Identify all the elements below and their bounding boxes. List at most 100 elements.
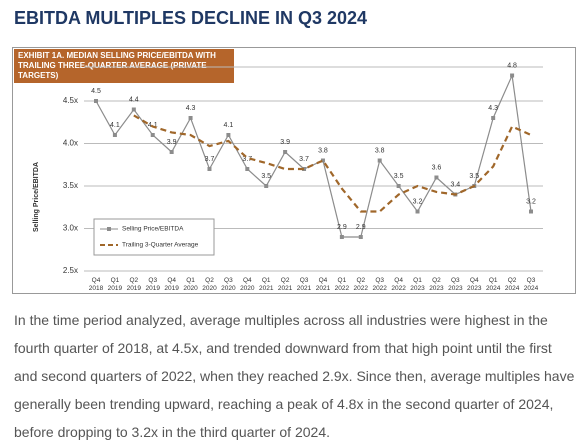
y-tick-label: 3.5x xyxy=(63,181,78,190)
x-tick-label: Q3 2020 xyxy=(221,277,236,292)
x-tick-label: Q4 2018 xyxy=(89,277,104,292)
point xyxy=(510,73,515,78)
x-tick-label-part: 2020 xyxy=(221,285,236,292)
x-tick-label-part: 2021 xyxy=(316,285,331,292)
data-label: 3.7 xyxy=(242,156,252,163)
point xyxy=(415,209,420,214)
data-label: 3.8 xyxy=(318,147,328,154)
x-tick-label: Q4 2019 xyxy=(164,277,179,292)
data-label: 3.9 xyxy=(167,139,177,146)
point xyxy=(131,107,136,112)
x-tick-label-part: 2023 xyxy=(448,285,463,292)
x-tick-label-part: Q4 xyxy=(92,277,101,284)
x-tick-label: Q4 2023 xyxy=(467,277,482,292)
x-tick-label-part: 2023 xyxy=(410,285,425,292)
data-label: 4.1 xyxy=(110,122,120,129)
x-tick-label-part: 2019 xyxy=(146,285,161,292)
x-tick-label-part: 2021 xyxy=(259,285,274,292)
x-tick-label-part: 2020 xyxy=(183,285,198,292)
x-tick-label: Q2 2022 xyxy=(354,277,369,292)
y-axis-label: Selling Price/EBITDA xyxy=(33,162,40,232)
point xyxy=(150,133,155,137)
x-tick-label-part: Q2 xyxy=(129,277,138,284)
point xyxy=(396,184,401,188)
x-tick-label-part: Q2 xyxy=(205,277,214,284)
x-tick-label-part: Q2 xyxy=(281,277,290,284)
x-tick-label-part: Q3 xyxy=(451,277,460,284)
series-line xyxy=(95,73,532,238)
paragraph: In the time period analyzed, average mul… xyxy=(14,312,575,440)
x-tick-label-part: 2022 xyxy=(372,285,387,292)
x-tick-label-part: Q3 xyxy=(148,277,157,284)
x-tick-label-part: 2018 xyxy=(89,285,104,292)
x-tick-label-part: Q4 xyxy=(394,277,403,284)
x-tick-label-part: 2024 xyxy=(524,285,539,292)
data-label: 3.2 xyxy=(413,198,423,205)
x-tick-label-part: Q2 xyxy=(508,277,517,284)
exhibit-band xyxy=(14,49,234,83)
legend-box xyxy=(93,218,215,256)
y-tick-label: 4.5x xyxy=(63,96,78,105)
x-tick-label: Q4 2022 xyxy=(391,277,406,292)
data-label: 3.6 xyxy=(432,164,442,171)
point xyxy=(226,133,231,137)
x-tick-label-part: Q4 xyxy=(470,277,479,284)
data-label: 4.1 xyxy=(224,122,234,129)
x-tick-label-part: 2024 xyxy=(486,285,501,292)
x-tick-label-part: Q1 xyxy=(186,277,195,284)
data-label: 3.5 xyxy=(261,173,271,180)
chart-frame xyxy=(12,47,576,294)
x-tick-label: Q1 2024 xyxy=(486,277,501,292)
x-tick-label: Q4 2021 xyxy=(316,277,331,292)
legend-label: Selling Price/EBITDA xyxy=(122,226,184,233)
point xyxy=(94,99,98,103)
data-label: 4.3 xyxy=(186,105,196,112)
x-tick-label: Q3 2022 xyxy=(372,277,387,292)
x-tick-label-part: 2021 xyxy=(297,285,312,292)
x-tick-label-part: 2022 xyxy=(335,285,350,292)
data-label: 3.4 xyxy=(450,181,460,188)
data-label: 4.3 xyxy=(488,105,498,112)
data-label: 4.8 xyxy=(507,62,517,69)
x-tick-label-part: Q1 xyxy=(338,277,347,284)
x-tick-label-part: Q2 xyxy=(356,277,365,284)
x-tick-label-part: Q1 xyxy=(413,277,422,284)
series-line xyxy=(133,114,532,213)
point xyxy=(491,116,496,120)
exhibit-title: EXHIBIT 1A. MEDIAN SELLING PRICE/EBITDA … xyxy=(18,51,216,80)
x-tick-label: Q1 2019 xyxy=(108,277,123,292)
data-label: 3.2 xyxy=(526,198,536,205)
x-tick-label-part: 2022 xyxy=(391,285,406,292)
x-tick-label-part: 2020 xyxy=(202,285,217,292)
point xyxy=(264,184,269,188)
data-label: 3.5 xyxy=(469,173,479,180)
point xyxy=(529,209,533,214)
x-tick-label: Q3 2019 xyxy=(146,277,161,292)
legend-label: Trailing 3-Quarter Average xyxy=(122,242,199,249)
point xyxy=(302,167,307,171)
x-tick-label: Q2 2020 xyxy=(202,277,217,292)
data-label: 3.5 xyxy=(394,173,404,180)
x-tick-label: Q3 2024 xyxy=(524,277,539,292)
x-tick-label: Q1 2020 xyxy=(183,277,198,292)
data-label: 2.9 xyxy=(337,224,347,231)
exhibit-title-box: EXHIBIT 1A. MEDIAN SELLING PRICE/EBITDA … xyxy=(18,51,216,80)
x-tick-label-part: 2019 xyxy=(127,285,142,292)
point xyxy=(434,175,439,180)
point xyxy=(169,150,174,154)
x-tick-label: Q3 2021 xyxy=(297,277,312,292)
data-label: 2.9 xyxy=(356,224,366,231)
x-tick-label-part: Q1 xyxy=(489,277,498,284)
point xyxy=(339,235,344,239)
x-tick-label: Q2 2023 xyxy=(429,277,444,292)
data-label: 3.8 xyxy=(375,147,385,154)
x-tick-label: Q2 2021 xyxy=(278,277,293,292)
heading: EBITDA MULTIPLES DECLINE IN Q3 2024 xyxy=(14,8,368,28)
x-tick-label: Q2 2024 xyxy=(505,277,520,292)
x-tick-label-part: 2024 xyxy=(505,285,520,292)
data-label: 3.9 xyxy=(280,139,290,146)
point xyxy=(245,167,250,171)
y-tick-label: 4.0x xyxy=(63,139,78,148)
point xyxy=(283,150,288,154)
